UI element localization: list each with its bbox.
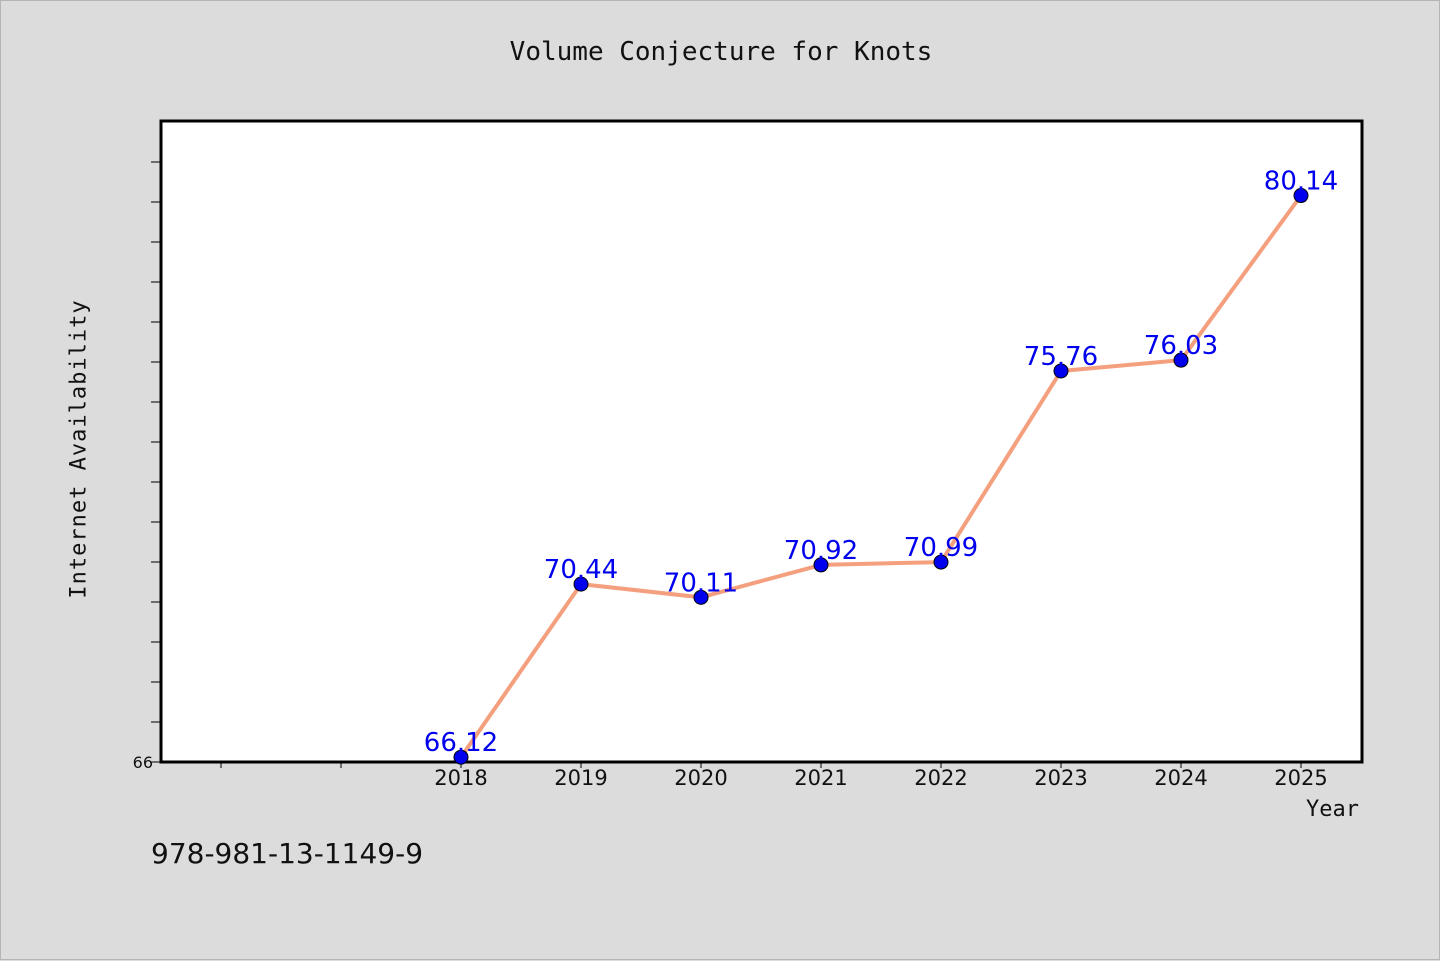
data-label: 75.76: [1024, 342, 1098, 372]
series-group: 66.12 70.44 70.11 70.92 70.99 75.76 76.03 80.14: [424, 167, 1338, 765]
data-label: 76.03: [1144, 331, 1218, 361]
data-point: [1173, 352, 1189, 368]
series-line: [459, 194, 1303, 759]
data-label: 70.11: [664, 568, 738, 598]
isbn-code: 978-981-13-1149-9: [151, 837, 424, 870]
data-point: [693, 589, 709, 605]
data-label: 80.14: [1264, 167, 1338, 197]
data-label: 70.92: [784, 536, 858, 566]
data-point: [813, 557, 829, 573]
x-tick-label: 2021: [794, 766, 847, 790]
data-point: [933, 554, 949, 570]
plot-area: [159, 119, 1364, 764]
data-point: [453, 749, 469, 765]
x-tick-label: 2025: [1274, 766, 1327, 790]
x-tick-label: 2024: [1154, 766, 1207, 790]
data-point: [1293, 188, 1309, 204]
data-point: [1053, 363, 1069, 379]
data-label: 70.44: [544, 555, 618, 585]
data-label: 66.12: [424, 728, 498, 758]
data-label: 70.99: [904, 533, 978, 563]
x-tick-label: 2023: [1034, 766, 1087, 790]
x-tick-label: 2022: [914, 766, 967, 790]
y-tick-label: 66: [133, 753, 153, 772]
axis-ticks: 66 2018 2019 2020 2021 2022 2023 2024 2025: [133, 161, 1328, 790]
x-tick-label: 2020: [674, 766, 727, 790]
data-point: [573, 576, 589, 592]
x-tick-label: 2018: [434, 766, 487, 790]
x-tick-label: 2019: [554, 766, 607, 790]
x-axis-label: Year: [1306, 797, 1359, 822]
chart-title: Volume Conjecture for Knots: [509, 37, 933, 67]
